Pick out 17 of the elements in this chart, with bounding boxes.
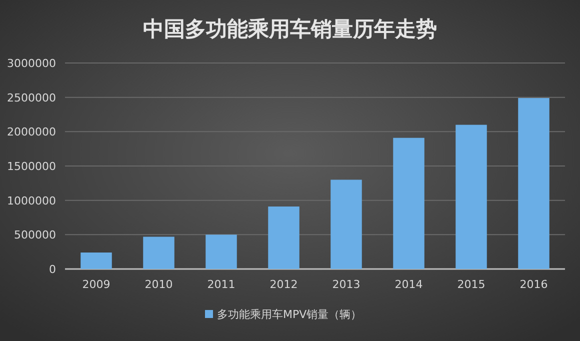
y-tick-label: 2000000 (7, 126, 56, 139)
x-tick-label: 2016 (520, 278, 548, 291)
x-tick-label: 2012 (270, 278, 298, 291)
x-tick-label: 2010 (144, 278, 173, 291)
x-tick-label: 2015 (457, 278, 486, 291)
x-tick-label: 2014 (394, 278, 423, 291)
x-tick-label: 2013 (332, 278, 360, 291)
y-tick-label: 3000000 (7, 57, 56, 70)
x-tick-label: 2011 (207, 278, 236, 291)
title: 中国多功能乘用车销量历年走势 (143, 17, 437, 41)
y-tick-label: 500000 (14, 228, 56, 242)
y-tick-label: 2500000 (7, 91, 56, 104)
x-tick-label: 2009 (82, 278, 110, 291)
y-tick-label: 1500000 (7, 160, 56, 173)
legend-label: 多功能乘用车MPV销量（辆） (217, 308, 362, 321)
y-tick-label: 0 (49, 263, 56, 276)
y-tick-label: 1000000 (7, 194, 56, 208)
